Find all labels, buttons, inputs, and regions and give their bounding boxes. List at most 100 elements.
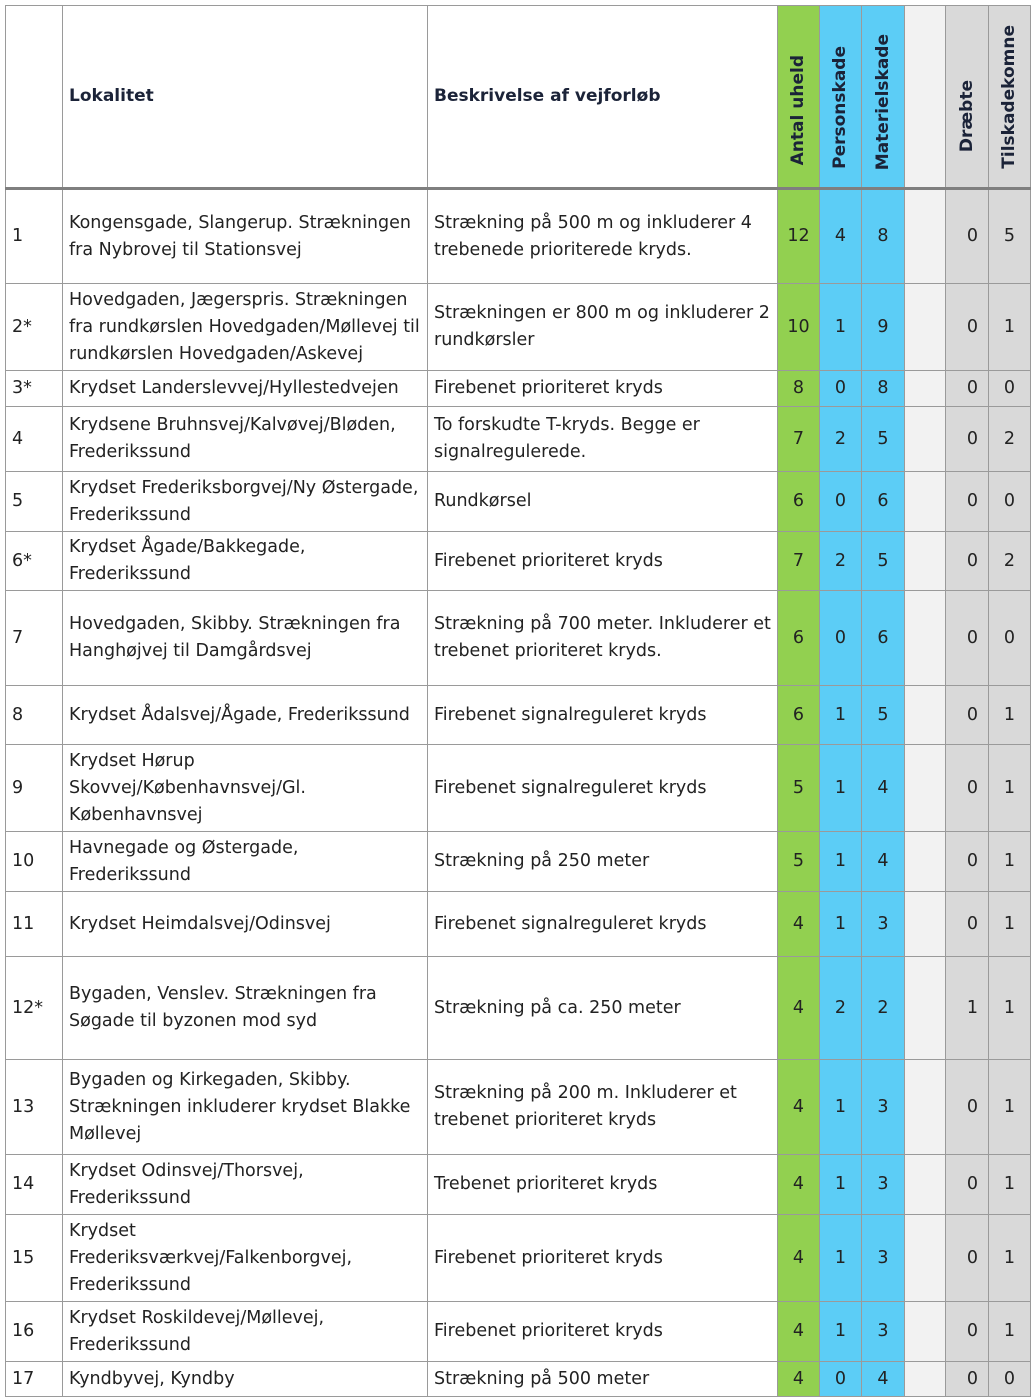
header-blank — [904, 5, 946, 190]
cell-beskrivelse: Strækning på ca. 250 meter — [427, 956, 778, 1060]
cell-beskrivelse: Firebenet prioriteret kryds — [427, 1301, 778, 1362]
cell-tilskade: 0 — [988, 370, 1031, 407]
cell-lokalitet: Krydset Frederiksborgvej/Ny Østergade, F… — [62, 471, 428, 532]
cell-antal: 4 — [777, 891, 820, 957]
cell-draebte: 0 — [945, 471, 989, 532]
table-row: 12* Bygaden, Venslev. Strækningen fra Søg… — [5, 956, 1031, 1060]
cell-antal: 6 — [777, 685, 820, 745]
cell-materiel: 3 — [861, 1301, 905, 1362]
cell-draebte: 0 — [945, 406, 989, 472]
cell-beskrivelse: Firebenet signalreguleret kryds — [427, 891, 778, 957]
cell-tilskade: 2 — [988, 406, 1031, 472]
cell-antal: 8 — [777, 370, 820, 407]
cell-lokalitet: Krydset Odinsvej/Thorsvej, Frederikssund — [62, 1154, 428, 1215]
cell-nr: 17 — [5, 1361, 63, 1397]
table-row: 9 Krydset Hørup Skovvej/Københavnsvej/Gl.… — [5, 744, 1031, 832]
cell-blank — [904, 1154, 946, 1215]
cell-materiel: 3 — [861, 1059, 905, 1155]
cell-blank — [904, 283, 946, 371]
table-row: 5 Krydset Frederiksborgvej/Ny Østergade, … — [5, 471, 1031, 532]
cell-lokalitet: Havnegade og Østergade, Frederikssund — [62, 831, 428, 892]
cell-materiel: 6 — [861, 471, 905, 532]
cell-lokalitet: Kongensgade, Slangerup. Strækningen fra … — [62, 188, 428, 284]
cell-materiel: 4 — [861, 1361, 905, 1397]
cell-draebte: 0 — [945, 283, 989, 371]
table-row: 1 Kongensgade, Slangerup. Strækningen fra… — [5, 188, 1031, 284]
cell-antal: 4 — [777, 1214, 820, 1302]
cell-lokalitet: Bygaden, Venslev. Strækningen fra Søgade… — [62, 956, 428, 1060]
table-row: 11 Krydset Heimdalsvej/Odinsvej Firebenet … — [5, 891, 1031, 957]
cell-tilskade: 1 — [988, 283, 1031, 371]
cell-nr: 16 — [5, 1301, 63, 1362]
cell-person: 2 — [819, 956, 862, 1060]
cell-blank — [904, 956, 946, 1060]
table-row: 4 Krydsene Bruhnsvej/Kalvøvej/Bløden, Fre… — [5, 406, 1031, 472]
cell-person: 1 — [819, 1154, 862, 1215]
cell-draebte: 0 — [945, 590, 989, 686]
cell-nr: 9 — [5, 744, 63, 832]
header-materielskade-label: Materielskade — [872, 34, 893, 171]
cell-draebte: 0 — [945, 744, 989, 832]
cell-blank — [904, 1059, 946, 1155]
cell-antal: 4 — [777, 1301, 820, 1362]
cell-person: 0 — [819, 1361, 862, 1397]
cell-person: 1 — [819, 1059, 862, 1155]
cell-materiel: 3 — [861, 1214, 905, 1302]
cell-materiel: 5 — [861, 406, 905, 472]
cell-blank — [904, 831, 946, 892]
header-antal-uheld-label: Antal uheld — [788, 55, 808, 166]
header-personskade-label: Personskade — [830, 46, 850, 169]
cell-person: 2 — [819, 531, 862, 591]
cell-lokalitet: Kyndbyvej, Kyndby — [62, 1361, 428, 1397]
cell-beskrivelse: Firebenet prioriteret kryds — [427, 1214, 778, 1302]
cell-tilskade: 5 — [988, 188, 1031, 284]
cell-lokalitet: Krydset Landerslevvej/Hyllestedvejen — [62, 370, 428, 407]
header-draebte: Dræbte — [945, 5, 989, 190]
cell-person: 1 — [819, 744, 862, 832]
cell-nr: 5 — [5, 471, 63, 532]
cell-person: 4 — [819, 188, 862, 284]
cell-draebte: 0 — [945, 188, 989, 284]
cell-tilskade: 0 — [988, 590, 1031, 686]
header-antal-uheld: Antal uheld — [777, 5, 820, 190]
cell-blank — [904, 531, 946, 591]
cell-person: 1 — [819, 891, 862, 957]
table-row: 17 Kyndbyvej, Kyndby Strækning på 500 mete… — [5, 1361, 1031, 1397]
cell-draebte: 0 — [945, 1154, 989, 1215]
cell-draebte: 0 — [945, 1301, 989, 1362]
cell-lokalitet: Krydset Heimdalsvej/Odinsvej — [62, 891, 428, 957]
cell-nr: 11 — [5, 891, 63, 957]
cell-person: 1 — [819, 831, 862, 892]
header-tilskadekomne-label: Tilskadekomne — [999, 24, 1019, 169]
cell-materiel: 3 — [861, 891, 905, 957]
cell-lokalitet: Krydset Ågade/Bakkegade, Frederikssund — [62, 531, 428, 591]
cell-materiel: 5 — [861, 531, 905, 591]
cell-nr: 2* — [5, 283, 63, 371]
cell-tilskade: 1 — [988, 956, 1031, 1060]
table-row: 16 Krydset Roskildevej/Møllevej, Frederik… — [5, 1301, 1031, 1362]
cell-beskrivelse: Rundkørsel — [427, 471, 778, 532]
table-row: 2* Hovedgaden, Jægerspris. Strækningen fr… — [5, 283, 1031, 371]
cell-draebte: 0 — [945, 891, 989, 957]
cell-beskrivelse: Firebenet signalreguleret kryds — [427, 685, 778, 745]
cell-blank — [904, 370, 946, 407]
cell-nr: 8 — [5, 685, 63, 745]
cell-draebte: 0 — [945, 531, 989, 591]
cell-tilskade: 0 — [988, 1361, 1031, 1397]
cell-materiel: 3 — [861, 1154, 905, 1215]
cell-beskrivelse: Strækning på 500 meter — [427, 1361, 778, 1397]
cell-antal: 7 — [777, 406, 820, 472]
cell-lokalitet: Krydset Ådalsvej/Ågade, Frederikssund — [62, 685, 428, 745]
cell-antal: 6 — [777, 590, 820, 686]
cell-materiel: 8 — [861, 370, 905, 407]
header-beskrivelse: Beskrivelse af vejforløb — [427, 5, 778, 190]
header-row: Lokalitet Beskrivelse af vejforløb Antal… — [5, 5, 1031, 190]
cell-tilskade: 1 — [988, 1059, 1031, 1155]
cell-materiel: 6 — [861, 590, 905, 686]
table-row: 15 Krydset Frederiksværkvej/Falkenborgvej… — [5, 1214, 1031, 1302]
cell-antal: 6 — [777, 471, 820, 532]
cell-draebte: 0 — [945, 1361, 989, 1397]
cell-antal: 7 — [777, 531, 820, 591]
header-nr — [5, 5, 63, 190]
cell-nr: 6* — [5, 531, 63, 591]
